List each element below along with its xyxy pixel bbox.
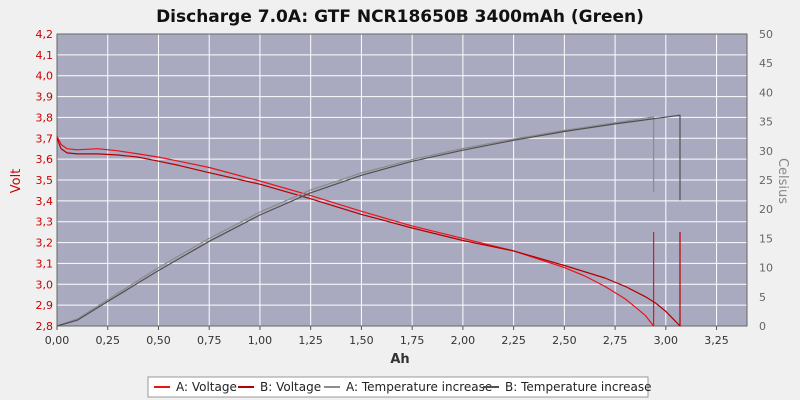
legend-label: A: Voltage xyxy=(176,380,237,394)
y-left-tick-label: 3,7 xyxy=(36,132,54,145)
y-right-tick-label: 35 xyxy=(759,116,773,129)
y-left-tick-label: 3,0 xyxy=(36,278,54,291)
y-right-tick-label: 40 xyxy=(759,86,773,99)
y-left-tick-label: 3,5 xyxy=(36,174,54,187)
x-tick-label: 1,50 xyxy=(349,334,374,347)
y-left-tick-label: 3,4 xyxy=(36,195,54,208)
legend-label: B: Temperature increase xyxy=(505,380,652,394)
x-tick-label: 1,00 xyxy=(248,334,273,347)
legend-label: A: Temperature increase xyxy=(346,380,492,394)
series-line-2 xyxy=(56,138,681,327)
plot-area xyxy=(56,33,748,327)
y-left-tick-label: 3,8 xyxy=(36,111,54,124)
x-tick-label: 1,75 xyxy=(400,334,425,347)
y-left-tick-label: 4,1 xyxy=(36,49,54,62)
y-left-tick-label: 2,9 xyxy=(36,299,54,312)
y-left-tick-label: 3,6 xyxy=(36,153,54,166)
y-right-tick-label: 50 xyxy=(759,28,773,41)
x-tick-label: 0,50 xyxy=(146,334,171,347)
y-left-tick-label: 2,8 xyxy=(36,320,54,333)
x-axis-label: Ah xyxy=(390,352,409,367)
x-tick-label: 3,25 xyxy=(704,334,729,347)
y-left-tick-label: 3,1 xyxy=(36,257,54,270)
x-tick-label: 0,00 xyxy=(45,334,70,347)
y-left-tick-label: 3,3 xyxy=(36,216,54,229)
y-left-tick-label: 4,2 xyxy=(36,28,54,41)
series-line-1 xyxy=(56,135,655,327)
legend-label: B: Voltage xyxy=(260,380,321,394)
chart-title: Discharge 7.0A: GTF NCR18650B 3400mAh (G… xyxy=(156,7,644,27)
y-left-tick-label: 3,9 xyxy=(36,91,54,104)
x-tick-label: 2,25 xyxy=(501,334,526,347)
x-tick-label: 3,00 xyxy=(654,334,679,347)
y-axis-right-label: Celsius xyxy=(775,158,790,204)
y-right-tick-label: 10 xyxy=(759,262,773,275)
series-line-3 xyxy=(56,116,655,327)
y-right-tick-label: 20 xyxy=(759,203,773,216)
y-right-tick-label: 15 xyxy=(759,232,773,245)
x-tick-label: 2,50 xyxy=(552,334,577,347)
y-left-tick-label: 4,0 xyxy=(36,70,54,83)
x-tick-label: 0,75 xyxy=(197,334,222,347)
y-right-tick-label: 30 xyxy=(759,145,773,158)
y-right-tick-label: 5 xyxy=(759,291,766,304)
y-right-tick-label: 0 xyxy=(759,320,766,333)
y-right-tick-label: 25 xyxy=(759,174,773,187)
axis-ticks: 0,00 0,25 0,50 0,75 1,00 1,25 1,50 1,75 2,00 2,25… xyxy=(36,28,774,347)
x-tick-label: 2,00 xyxy=(451,334,476,347)
x-tick-label: 1,25 xyxy=(298,334,323,347)
y-right-tick-label: 45 xyxy=(759,57,773,70)
x-tick-label: 0,25 xyxy=(95,334,120,347)
y-left-tick-label: 3,2 xyxy=(36,237,54,250)
plot-border xyxy=(56,33,748,327)
series-line-4 xyxy=(56,114,681,327)
x-tick-label: 2,75 xyxy=(603,334,628,347)
y-axis-left-label: Volt xyxy=(9,169,24,194)
legend: A: Voltage B: Voltage A: Temperature incre… xyxy=(147,376,652,398)
legend-box xyxy=(147,376,649,398)
